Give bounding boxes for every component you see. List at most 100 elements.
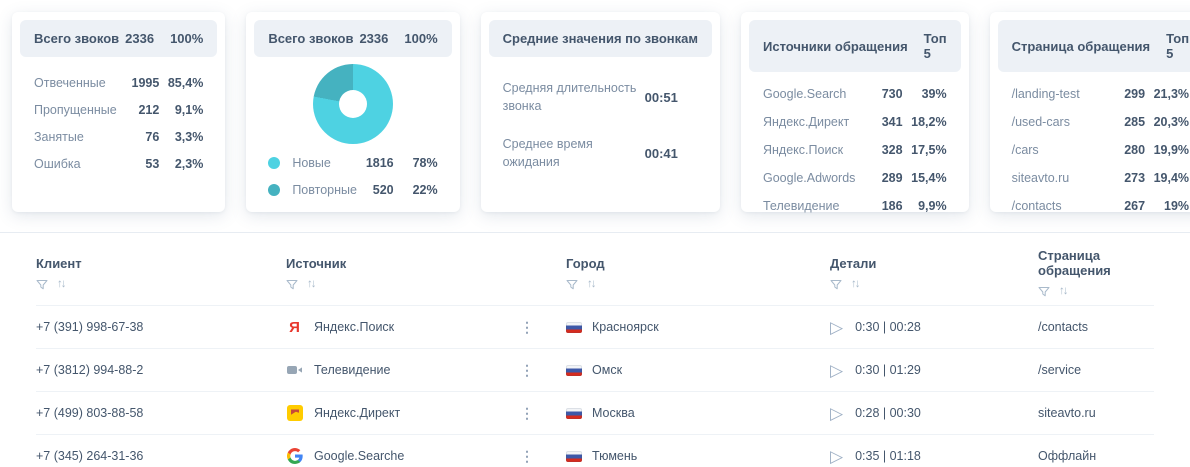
card-header: Всего звоков 2336 100% xyxy=(20,20,218,57)
sort-icon[interactable]: ↑↓ xyxy=(307,277,316,290)
stat-label: Занятые xyxy=(34,129,84,144)
legend-label: Повторные xyxy=(292,182,357,197)
russia-flag-icon xyxy=(566,407,582,419)
source-cell: Яндекс.Директ ⋮ xyxy=(286,405,566,422)
table-row: +7 (345) 264-31-36 Google.Searche ⋮ Тюме… xyxy=(36,434,1154,467)
source-cell: Google.Searche ⋮ xyxy=(286,448,566,465)
source-label: Яндекс.Поиск xyxy=(314,320,395,334)
sort-icon[interactable]: ↑↓ xyxy=(57,277,66,290)
avg-value: 00:51 xyxy=(644,89,678,105)
table-header: Клиент ↑↓ Источник ↑↓ Город ↑↓ Детали xyxy=(0,233,1190,305)
client-cell: +7 (391) 998-67-38 xyxy=(36,320,144,334)
play-icon[interactable]: ▷ xyxy=(830,360,844,380)
sort-icon[interactable]: ↑↓ xyxy=(1059,285,1068,298)
stat-label: Google.Adwords xyxy=(763,171,856,185)
summary-cards-row: Всего звоков 2336 100% Отвеченные 1995 8… xyxy=(0,0,1190,213)
play-icon[interactable]: ▷ xyxy=(830,403,844,423)
details-cell: ▷ 0:35 | 01:18 xyxy=(830,448,1038,465)
filter-icon[interactable] xyxy=(830,279,842,291)
stat-percent: 18,2% xyxy=(911,115,947,129)
city-cell: Красноярск xyxy=(566,320,830,334)
calls-donut-chart xyxy=(312,64,393,144)
details-cell: ▷ 0:28 | 00:30 xyxy=(830,405,1038,422)
stat-percent: 19,9% xyxy=(1153,143,1190,157)
page-cell: /service xyxy=(1038,363,1082,377)
stat-value: 212 xyxy=(138,102,160,117)
stat-row-missed: Пропущенные 212 9,1% xyxy=(34,96,203,123)
card-top5-badge: Топ 5 xyxy=(1166,31,1190,61)
stat-percent: 20,3% xyxy=(1153,115,1190,129)
card-title: Средние значения по звонкам xyxy=(502,31,698,46)
card-title: Источники обращения xyxy=(763,38,908,54)
table-row: +7 (3812) 994-88-2 Телевидение ⋮ Омск ▷ … xyxy=(36,348,1154,391)
legend-row-repeat: Повторные 520 22% xyxy=(268,176,438,203)
filter-icon[interactable] xyxy=(36,279,48,291)
page-stat-row: /used-cars 285 20,3% xyxy=(1012,108,1189,136)
stat-value: 280 xyxy=(1124,143,1146,157)
card-title: Всего звоков xyxy=(268,31,354,46)
sort-icon[interactable]: ↑↓ xyxy=(587,277,596,290)
stat-percent: 19,4% xyxy=(1153,171,1190,185)
column-header-source: Источник ↑↓ xyxy=(286,256,566,292)
column-header-client: Клиент ↑↓ xyxy=(36,256,286,292)
stat-percent: 9,1% xyxy=(174,102,204,117)
card-header: Источники обращения Топ 5 xyxy=(749,20,961,72)
call-times: 0:30 | 01:29 xyxy=(855,363,921,377)
stat-row-error: Ошибка 53 2,3% xyxy=(34,150,203,177)
page-stat-row: /landing-test 299 21,3% xyxy=(1012,80,1189,108)
page-cell: Оффлайн xyxy=(1038,449,1097,463)
column-header-page: Страница обращения ↑↓ xyxy=(1038,248,1154,299)
table-row: +7 (499) 803-88-58 Яндекс.Директ ⋮ Москв… xyxy=(36,391,1154,434)
stat-percent: 9,9% xyxy=(918,199,947,213)
yandex-icon: Я xyxy=(289,318,300,336)
card-call-averages: Средние значения по звонкам Средняя длит… xyxy=(480,12,720,212)
sort-icon[interactable]: ↑↓ xyxy=(851,277,860,290)
play-icon[interactable]: ▷ xyxy=(830,446,844,466)
card-total-value: 2336 xyxy=(359,31,389,46)
source-cell: Телевидение ⋮ xyxy=(286,362,566,379)
column-label: Страница обращения xyxy=(1038,248,1111,278)
legend-dot-new-icon xyxy=(268,156,281,169)
source-label: Телевидение xyxy=(314,363,391,377)
card-pages-top5: Страница обращения Топ 5 /landing-test 2… xyxy=(989,12,1190,213)
table-body: +7 (391) 998-67-38 Я Яндекс.Поиск ⋮ Крас… xyxy=(0,305,1190,467)
card-title: Всего звоков xyxy=(34,31,120,46)
page-stat-row: /contacts 267 19% xyxy=(1012,192,1189,220)
row-menu-icon[interactable]: ⋮ xyxy=(520,405,534,421)
filter-icon[interactable] xyxy=(286,279,298,291)
stat-label: /landing-test xyxy=(1011,87,1080,101)
row-menu-icon[interactable]: ⋮ xyxy=(520,362,534,378)
page-cell: siteavto.ru xyxy=(1038,406,1096,420)
card-total-calls-status: Всего звоков 2336 100% Отвеченные 1995 8… xyxy=(12,12,226,212)
stat-value: 267 xyxy=(1124,199,1146,213)
stat-value: 328 xyxy=(881,143,903,157)
row-menu-icon[interactable]: ⋮ xyxy=(520,319,534,335)
filter-icon[interactable] xyxy=(1038,286,1050,298)
row-menu-icon[interactable]: ⋮ xyxy=(520,448,534,464)
russia-flag-icon xyxy=(566,364,582,376)
client-cell: +7 (499) 803-88-58 xyxy=(36,406,144,420)
stat-value: 186 xyxy=(881,199,903,213)
stat-percent: 2,3% xyxy=(174,156,204,171)
card-top5-badge: Топ 5 xyxy=(923,31,947,61)
tv-icon xyxy=(286,362,303,379)
stat-row-busy: Занятые 76 3,3% xyxy=(34,123,203,150)
stat-value: 341 xyxy=(881,115,903,129)
filter-icon[interactable] xyxy=(566,279,578,291)
stat-percent: 39% xyxy=(921,87,947,101)
stat-value: 299 xyxy=(1124,87,1146,101)
column-header-details: Детали ↑↓ xyxy=(830,256,1038,292)
stat-label: siteavto.ru xyxy=(1011,171,1070,185)
source-stat-row: Телевидение 186 9,9% xyxy=(763,192,947,220)
stat-row-answered: Отвеченные 1995 85,4% xyxy=(34,69,203,96)
play-icon[interactable]: ▷ xyxy=(830,317,844,337)
stat-value: 53 xyxy=(145,156,160,171)
stat-label: Пропущенные xyxy=(34,102,117,117)
stat-percent: 17,5% xyxy=(911,143,947,157)
source-label: Google.Searche xyxy=(314,449,405,463)
russia-flag-icon xyxy=(566,450,582,462)
stat-percent: 15,4% xyxy=(911,171,947,185)
stat-label: Яндекс.Директ xyxy=(763,115,850,129)
stat-label: Яндекс.Поиск xyxy=(763,143,844,157)
call-times: 0:28 | 00:30 xyxy=(855,406,921,420)
